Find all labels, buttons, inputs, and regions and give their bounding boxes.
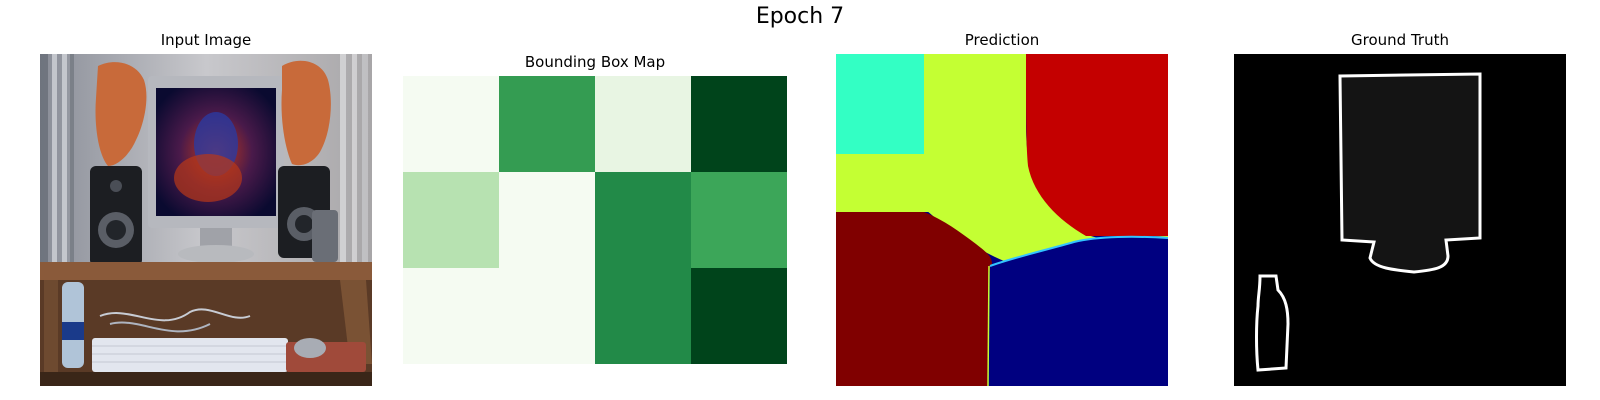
prediction-region-darkred bbox=[836, 212, 992, 386]
right-statue bbox=[281, 60, 331, 166]
bbox-cell-r1-c3 bbox=[691, 172, 787, 269]
figure-title: Epoch 7 bbox=[755, 4, 845, 29]
window-blinds bbox=[40, 54, 368, 386]
prediction-region-cyan bbox=[836, 54, 924, 154]
bbox-cell-r0-c1 bbox=[499, 76, 596, 173]
bbox-cell-r1-c2 bbox=[595, 172, 692, 269]
bbox-cell-r2-c1 bbox=[499, 268, 596, 364]
ground-truth-monitor-outline bbox=[1338, 72, 1482, 274]
prediction-region-navy-bottom bbox=[988, 236, 1168, 386]
input-image bbox=[40, 54, 372, 386]
bbox-cell-r1-c0 bbox=[403, 172, 500, 269]
left-statue bbox=[95, 62, 147, 166]
ground-truth-mask bbox=[1234, 54, 1566, 386]
bbox-cell-r2-c3 bbox=[691, 268, 787, 364]
input-image-title: Input Image bbox=[160, 31, 252, 49]
bbox-cell-r0-c2 bbox=[595, 76, 692, 173]
bbox-cell-r1-c1 bbox=[499, 172, 596, 269]
prediction-map bbox=[836, 54, 1168, 386]
bbox-cell-r2-c0 bbox=[403, 268, 500, 364]
ground-truth-bottle-outline bbox=[1255, 274, 1290, 372]
bbox-map bbox=[403, 76, 787, 364]
bbox-cell-r0-c3 bbox=[691, 76, 787, 173]
prediction-region-red bbox=[1026, 54, 1168, 236]
keyboard bbox=[92, 338, 288, 372]
mouse bbox=[294, 338, 326, 358]
shelf bbox=[40, 262, 372, 280]
bbox-map-title: Bounding Box Map bbox=[524, 53, 666, 71]
bbox-cell-r2-c2 bbox=[595, 268, 692, 364]
bbox-cell-r0-c0 bbox=[403, 76, 500, 173]
ground-truth-title: Ground Truth bbox=[1351, 31, 1449, 49]
prediction-title: Prediction bbox=[964, 31, 1040, 49]
